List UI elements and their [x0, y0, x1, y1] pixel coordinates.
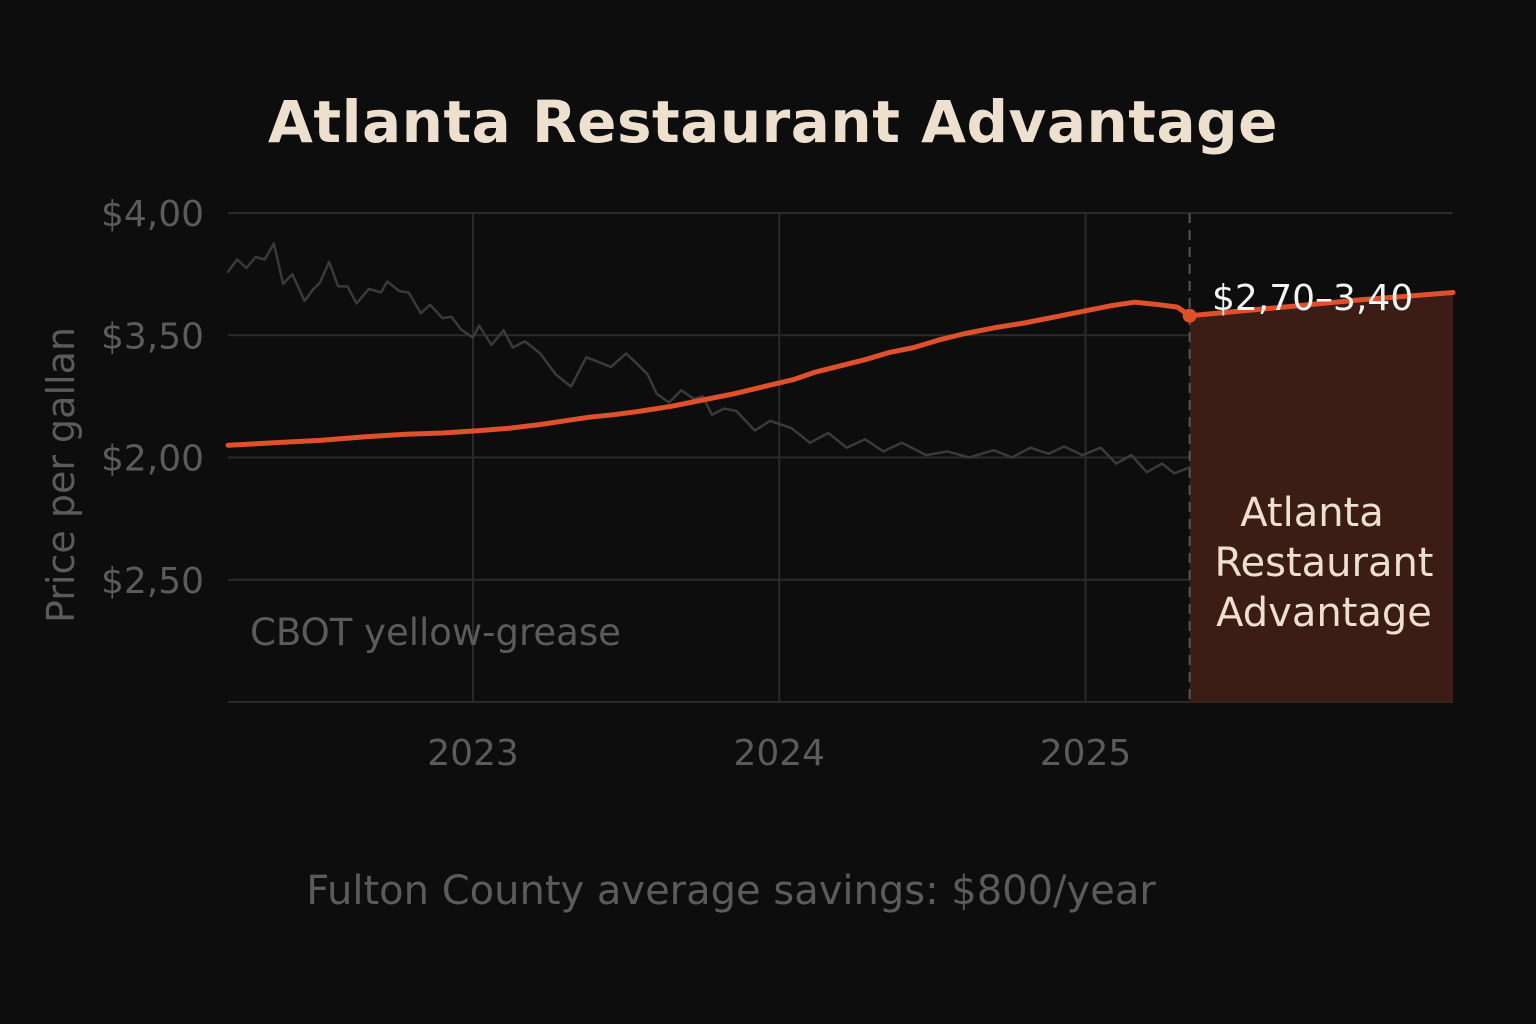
series-line-atlanta	[225, 299, 1193, 448]
series-layer	[225, 242, 1456, 475]
region-label-line: Restaurant	[1215, 540, 1434, 586]
tick-layer: $4,00 $3,50 $2,00 $2,50 2023 2024 2025	[101, 194, 1131, 774]
y-tick-label: $2,50	[101, 561, 204, 602]
series-annotation-cbot: CBOT yellow-grease	[250, 611, 621, 654]
x-tick-label: 2025	[1040, 733, 1132, 774]
series-line-cbot	[226, 242, 1191, 475]
footer-note: Fulton County average savings: $800/year	[306, 868, 1156, 914]
series-line-atlanta-forecast	[1187, 290, 1456, 319]
chart-title: Atlanta Restaurant Advantage	[268, 88, 1278, 156]
region-label-line: Advantage	[1216, 590, 1432, 636]
y-tick-label: $2,00	[101, 439, 204, 480]
y-axis-label: Price per gallan	[39, 327, 83, 623]
range-annotation: $2,70–3,40	[1212, 278, 1413, 319]
forecast-region	[1189, 292, 1453, 702]
x-tick-label: 2024	[733, 733, 825, 774]
grid-layer	[228, 212, 1453, 703]
y-tick-label: $3,50	[101, 316, 204, 357]
y-tick-label: $4,00	[101, 194, 204, 235]
region-label-line: Atlanta	[1240, 490, 1384, 536]
region-label: Atlanta Restaurant Advantage	[1215, 490, 1434, 636]
x-tick-label: 2023	[427, 733, 519, 774]
transition-point	[1182, 308, 1197, 323]
